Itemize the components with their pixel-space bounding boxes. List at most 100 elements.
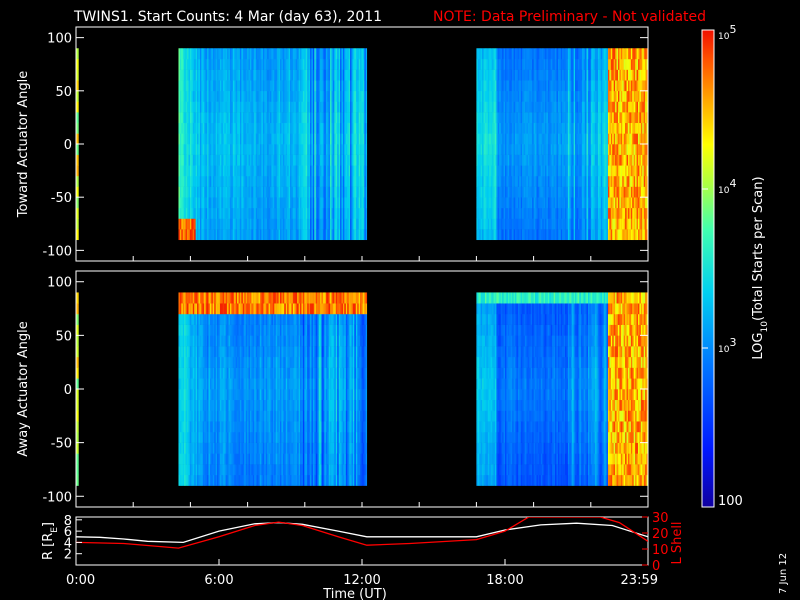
heatmap-cell xyxy=(209,133,212,145)
heatmap-cell xyxy=(264,80,267,92)
heatmap-cell xyxy=(282,112,285,124)
heatmap-cell xyxy=(182,453,185,465)
heatmap-cell xyxy=(566,101,569,113)
heatmap-cell xyxy=(536,112,539,124)
heatmap-cell xyxy=(282,186,285,198)
heatmap-cell xyxy=(277,154,279,166)
heatmap-cell xyxy=(593,165,596,177)
heatmap-cell xyxy=(330,218,332,230)
heatmap-cell xyxy=(520,175,523,187)
heatmap-cell xyxy=(185,356,188,368)
heatmap-cell xyxy=(515,207,517,219)
heatmap-cell xyxy=(297,133,299,145)
heatmap-cell xyxy=(257,154,259,166)
heatmap-cell xyxy=(492,90,494,102)
heatmap-cell xyxy=(587,186,590,198)
heatmap-cell xyxy=(187,474,189,486)
heatmap-cell xyxy=(291,101,294,113)
heatmap-cell xyxy=(191,464,194,476)
heatmap-cell xyxy=(619,90,622,102)
heatmap-cell xyxy=(358,218,361,230)
heatmap-cell xyxy=(187,186,189,198)
heatmap-cell xyxy=(347,165,349,177)
heatmap-cell xyxy=(304,58,307,70)
heatmap-cell xyxy=(562,58,564,70)
heatmap-cell xyxy=(224,154,226,166)
heatmap-cell xyxy=(197,346,199,358)
heatmap-cell xyxy=(576,218,579,230)
heatmap-cell xyxy=(344,90,347,102)
heatmap-cell xyxy=(195,144,198,155)
heatmap-cell xyxy=(633,48,636,60)
heatmap-cell xyxy=(629,154,632,166)
heatmap-cell xyxy=(350,144,352,155)
heatmap-cell xyxy=(482,175,484,187)
heatmap-cell xyxy=(321,101,324,113)
heatmap-cell xyxy=(222,122,225,134)
heatmap-cell xyxy=(646,165,649,177)
heatmap-cell xyxy=(542,58,544,70)
heatmap-cell xyxy=(208,474,211,486)
heatmap-cell xyxy=(499,175,502,187)
heatmap-cell xyxy=(317,207,319,219)
heatmap-cell xyxy=(362,175,365,187)
heatmap-cell xyxy=(497,58,500,70)
heatmap-cell xyxy=(254,218,256,230)
heatmap-cell xyxy=(185,442,188,454)
heatmap-cell xyxy=(288,58,291,70)
heatmap-cell xyxy=(480,186,483,198)
heatmap-cell xyxy=(560,154,563,166)
heatmap-cell xyxy=(592,101,594,113)
heatmap-cell xyxy=(579,207,582,219)
heatmap-cell xyxy=(182,313,185,325)
heatmap-cell xyxy=(307,154,309,166)
heatmap-cell xyxy=(493,165,496,177)
heatmap-cell xyxy=(325,58,328,70)
heatmap-cell xyxy=(509,101,512,113)
heatmap-cell xyxy=(627,218,630,230)
heatmap-cell xyxy=(503,122,506,134)
heatmap-cell xyxy=(360,133,362,145)
heatmap-cell xyxy=(573,122,576,134)
heatmap-cell xyxy=(622,112,624,124)
heatmap-cell xyxy=(285,186,288,198)
heatmap-cell xyxy=(499,207,502,219)
heatmap-cell xyxy=(219,58,222,70)
heatmap-cell xyxy=(522,101,524,113)
heatmap-cell xyxy=(552,218,554,230)
heatmap-cell xyxy=(619,175,622,187)
heatmap-cell xyxy=(364,122,367,134)
heatmap-cell xyxy=(593,229,596,241)
heatmap-cell xyxy=(334,80,337,92)
heatmap-cell xyxy=(643,90,646,102)
heatmap-cell xyxy=(337,144,339,155)
heatmap-cell xyxy=(646,229,649,241)
heatmap-cell xyxy=(264,90,267,102)
heatmap-cell xyxy=(204,90,206,102)
heatmap-cell xyxy=(188,410,191,422)
heatmap-cell xyxy=(337,58,339,70)
heatmap-cell xyxy=(257,69,259,81)
heatmap-cell xyxy=(639,69,642,81)
heatmap-cell xyxy=(340,218,342,230)
heatmap-cell xyxy=(179,133,182,145)
heatmap-cell xyxy=(228,218,231,230)
heatmap-cell xyxy=(179,335,182,347)
heatmap-cell xyxy=(192,346,195,358)
heatmap-cell xyxy=(191,90,194,102)
heatmap-cell xyxy=(208,69,211,81)
heatmap-cell xyxy=(181,80,184,92)
heatmap-cell xyxy=(304,80,307,92)
heatmap-cell xyxy=(347,122,349,134)
heatmap-cell xyxy=(298,229,301,241)
heatmap-cell xyxy=(515,122,517,134)
heatmap-cell xyxy=(519,48,522,60)
heatmap-cell xyxy=(506,229,509,241)
heatmap-cell xyxy=(205,442,208,454)
heatmap-cell xyxy=(334,207,337,219)
heatmap-cell xyxy=(596,175,599,187)
heatmap-cell xyxy=(532,90,534,102)
heatmap-cell xyxy=(181,356,184,368)
heatmap-cell xyxy=(602,69,604,81)
heatmap-cell xyxy=(525,90,527,102)
